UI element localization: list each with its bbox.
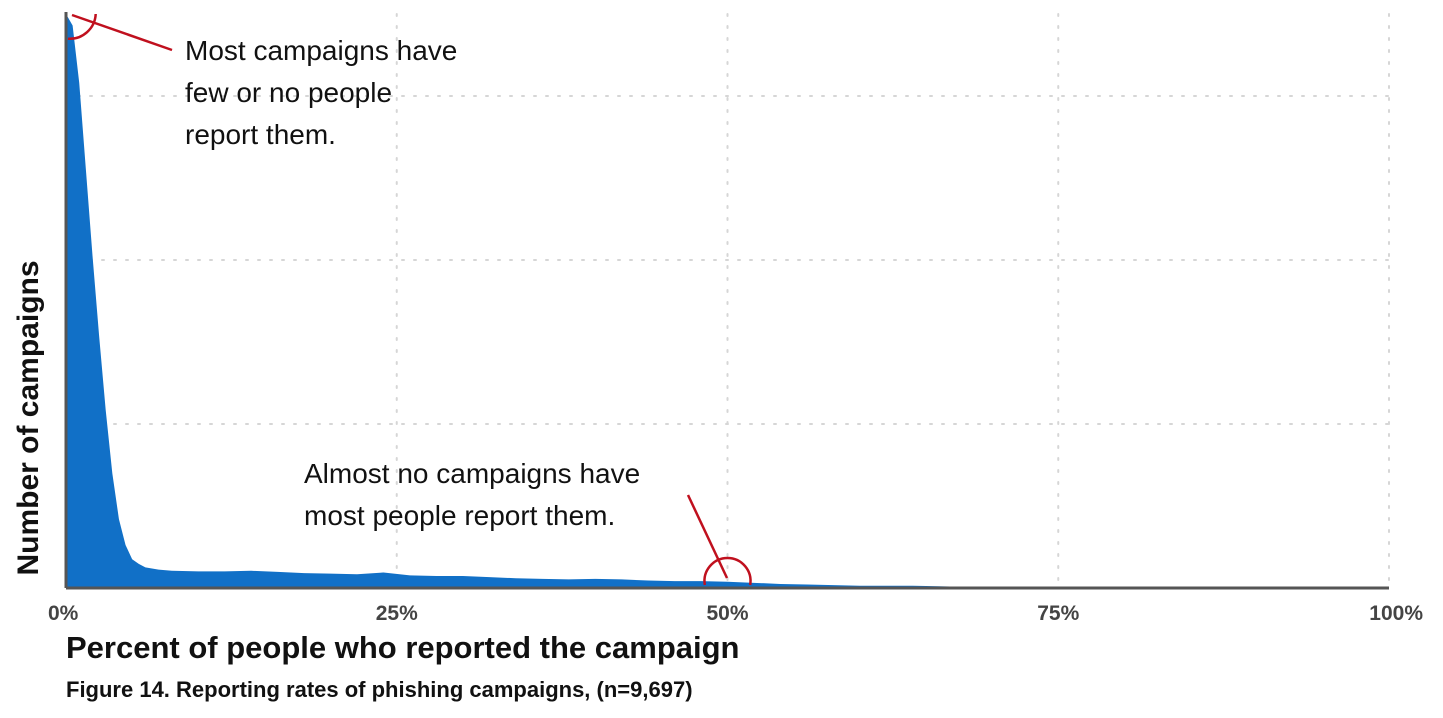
x-tick-label: 25%: [376, 602, 418, 625]
annotation-text: few or no people: [185, 77, 392, 108]
annotation-leader-line: [686, 494, 729, 579]
annotation-text: Almost no campaigns have: [304, 458, 640, 489]
grid-lines: [65, 13, 1390, 589]
annotation-text: Most campaigns have: [185, 35, 457, 66]
axes: [64, 12, 1389, 590]
annotation: Almost no campaigns have most people repo…: [304, 458, 752, 586]
annotation-text: report them.: [185, 119, 336, 150]
x-tick-labels: 0% 25% 50% 75% 100%: [48, 602, 1423, 625]
annotations: Most campaigns have few or no people repor…: [67, 13, 752, 586]
x-tick-label: 100%: [1369, 602, 1423, 625]
figure-caption: Figure 14. Reporting rates of phishing c…: [66, 677, 693, 702]
highlight-circle: [703, 556, 752, 586]
y-axis-title: Number of campaigns: [12, 260, 45, 575]
annotation-text: most people report them.: [304, 500, 615, 531]
highlight-circle: [67, 13, 97, 40]
x-axis-title: Percent of people who reported the campa…: [66, 630, 740, 665]
x-tick-label: 50%: [706, 602, 748, 625]
x-tick-label: 75%: [1037, 602, 1079, 625]
annotation-leader-line: [71, 13, 173, 52]
x-tick-label: 0%: [48, 602, 79, 625]
annotation: Most campaigns have few or no people repor…: [67, 13, 457, 150]
